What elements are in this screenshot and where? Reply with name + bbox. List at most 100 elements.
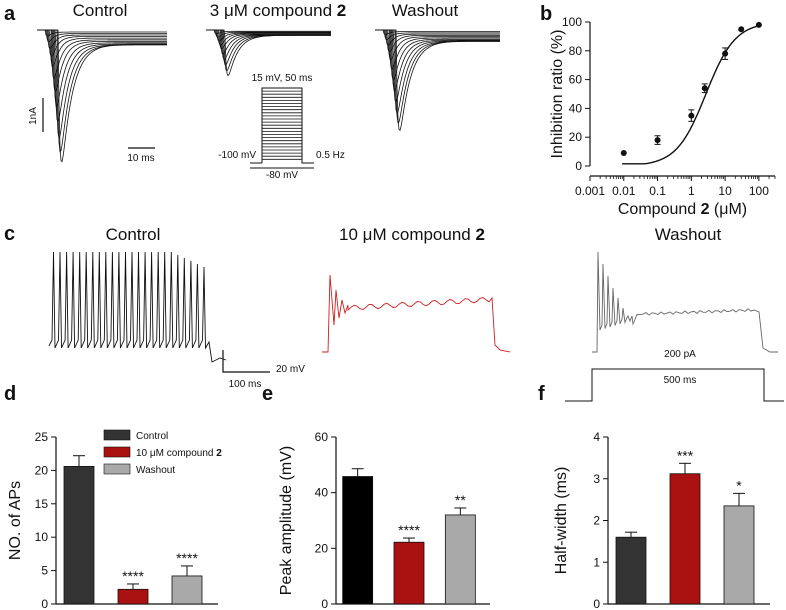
d-legend-swatch	[103, 446, 131, 458]
b-data-point	[701, 85, 708, 92]
d-bar	[63, 465, 95, 605]
e-bar	[444, 514, 476, 605]
d-significance: ****	[122, 568, 144, 584]
panel-label-f: f	[538, 383, 545, 405]
control-ap-trace	[48, 251, 227, 363]
b-x-axis-label-prefix: Compound	[618, 201, 701, 218]
d-legend-label-text: Washout	[136, 465, 175, 476]
panel-c-title-control: Control	[106, 225, 161, 244]
compound-ap-trace	[322, 274, 511, 353]
sodium-current-trace	[37, 29, 167, 50]
stimulus-duration-label: 500 ms	[664, 375, 697, 386]
f-bar	[615, 536, 647, 605]
panel-c-time-scale-label: 100 ms	[229, 379, 262, 390]
b-y-axis-label: Inhibition ratio (%)	[549, 30, 566, 159]
panel-c-voltage-scale-label: 20 mV	[276, 364, 305, 375]
panel-a-time-scale-label: 10 ms	[127, 153, 154, 164]
panel-a-title-compound-text: 3 μM compound	[210, 1, 337, 20]
sodium-current-trace	[37, 29, 167, 37]
b-y-tick-label: 100	[562, 15, 582, 29]
sodium-current-trace	[206, 29, 331, 77]
b-x-tick-label: 100	[749, 184, 769, 198]
f-y-tick-label: 2	[593, 514, 600, 528]
e-y-tick-label: 40	[315, 486, 329, 500]
panel-c-title-compound-text: 10 μM compound	[339, 225, 475, 244]
f-y-tick-label: 4	[593, 430, 600, 444]
protocol-top-label: 15 mV, 50 ms	[252, 73, 313, 84]
f-significance: *	[736, 477, 742, 493]
panel-a-title-washout: Washout	[392, 1, 459, 20]
panel-c-title-compound: 10 μM compound 2	[339, 225, 485, 244]
e-significance: **	[455, 492, 466, 508]
d-y-tick-label: 15	[35, 497, 49, 511]
panel-a-current-traces	[37, 29, 500, 163]
b-x-tick-label: 1	[688, 184, 695, 198]
b-y-tick-label: 80	[569, 44, 583, 58]
protocol-right-label: 0.5 Hz	[316, 150, 345, 161]
e-significance: ****	[398, 522, 420, 538]
e-y-tick-label: 0	[321, 597, 328, 610]
panel-c-title-compound-number: 2	[475, 225, 484, 244]
d-legend-label-number: 2	[216, 448, 222, 459]
d-significance: ****	[176, 550, 198, 566]
e-y-tick-label: 60	[315, 430, 329, 444]
protocol-left-label: -100 mV	[218, 150, 256, 161]
panel-label-a: a	[4, 3, 16, 25]
panel-label-d: d	[4, 383, 16, 405]
f-y-tick-label: 0	[593, 597, 600, 610]
b-y-tick-label: 0	[575, 159, 582, 173]
d-legend-label-text: Control	[136, 431, 168, 442]
b-data-point	[654, 137, 661, 144]
sodium-current-trace	[206, 29, 331, 35]
e-y-axis-label: Peak amplitude (mV)	[278, 446, 295, 595]
b-data-point	[738, 26, 745, 33]
e-y-tick-label: 20	[315, 541, 329, 555]
panel-a-title-control: Control	[73, 1, 128, 20]
f-significance: ***	[677, 447, 694, 463]
sodium-current-trace	[375, 29, 500, 131]
panel-a-current-scale-label: 1nA	[28, 107, 39, 125]
sodium-current-trace	[206, 29, 331, 38]
b-y-tick-label: 40	[569, 101, 583, 115]
sodium-current-trace	[37, 29, 167, 43]
f-y-axis-label: Half-width (ms)	[553, 467, 570, 575]
d-y-tick-label: 5	[41, 564, 48, 578]
d-legend-swatch	[103, 463, 131, 475]
panel-label-c: c	[4, 223, 15, 245]
b-x-axis-label: Compound 2 (μM)	[618, 201, 747, 218]
d-y-tick-label: 10	[35, 530, 49, 544]
ap-count-bar-chart: 0 5 10 15 20 25 **** **** NO. of APs Control 10 μM…	[7, 429, 222, 610]
panel-c-title-washout: Washout	[655, 225, 722, 244]
b-data-point	[722, 50, 729, 57]
b-data-point	[688, 112, 695, 119]
b-y-tick-label: 20	[569, 130, 583, 144]
f-y-tick-label: 3	[593, 472, 600, 486]
d-legend-label: 10 μM compound 2	[136, 448, 222, 459]
washout-ap-trace	[592, 251, 778, 353]
panel-a-title-compound: 3 μM compound 2	[210, 1, 346, 20]
current-stimulus-step	[565, 368, 784, 402]
panel-label-e: e	[262, 383, 273, 405]
voltage-protocol-diagram	[250, 87, 314, 169]
f-bar	[723, 505, 755, 605]
d-bar	[171, 575, 203, 605]
d-y-axis-label: NO. of APs	[7, 481, 24, 560]
b-x-tick-label: 0.01	[612, 184, 636, 198]
d-y-tick-label: 25	[35, 430, 49, 444]
d-legend-label: Washout	[136, 465, 175, 476]
d-legend-swatch	[103, 429, 131, 441]
b-data-point	[755, 21, 762, 28]
b-x-tick-label: 10	[718, 184, 732, 198]
b-y-tick-label: 60	[569, 73, 583, 87]
sodium-current-trace	[206, 29, 331, 50]
sodium-current-trace	[375, 29, 500, 61]
d-y-tick-label: 20	[35, 463, 49, 477]
f-bar	[669, 473, 701, 605]
b-x-tick-label: 0.1	[649, 184, 666, 198]
protocol-bottom-label: -80 mV	[266, 170, 299, 181]
d-legend-label-text: 10 μM compound	[136, 448, 216, 459]
